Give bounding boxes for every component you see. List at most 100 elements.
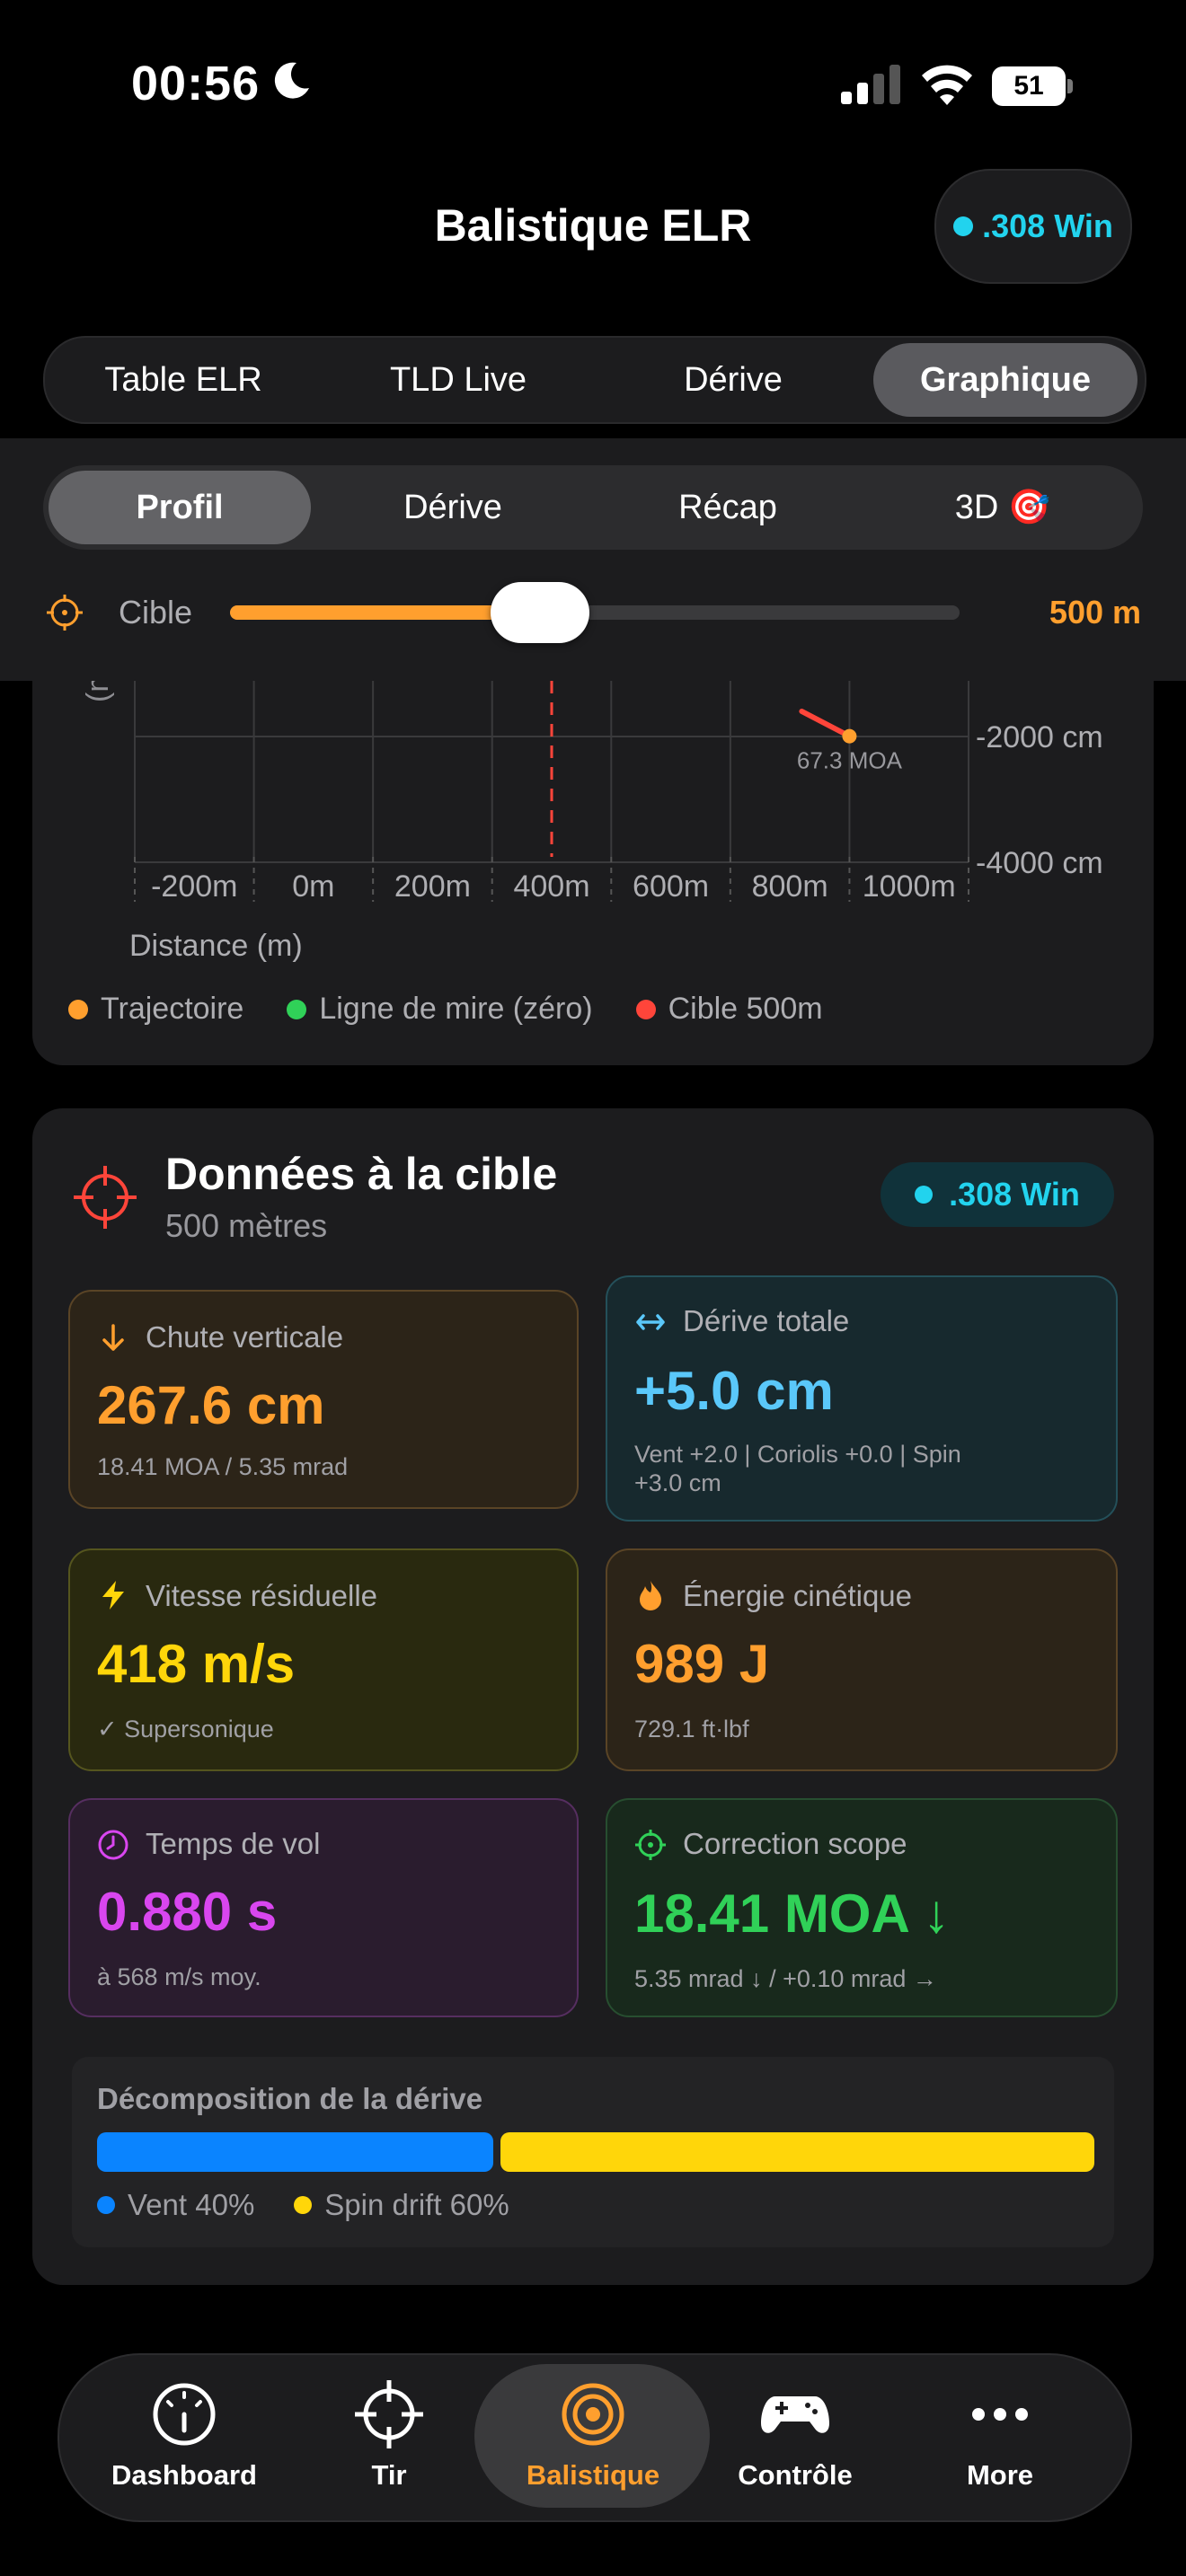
tab-balistique-label: Balistique — [526, 2459, 660, 2491]
moa-annotation: 67.3 MOA — [797, 747, 903, 774]
legend-spin: Spin drift 60% — [294, 2188, 509, 2222]
tab-tir-label: Tir — [371, 2459, 407, 2491]
drift-label: Dérive totale — [683, 1304, 850, 1337]
tab-controle-label: Contrôle — [738, 2459, 853, 2491]
tab-more[interactable]: More — [898, 2353, 1102, 2519]
time-label: Temps de vol — [146, 1827, 321, 1860]
target-icon — [562, 2383, 624, 2446]
trajectory-chart-card — [32, 681, 1154, 1065]
tab-controle[interactable]: Contrôle — [694, 2353, 897, 2519]
x-tick-label: 400m — [513, 869, 589, 904]
drop-value: 267.6 cm — [97, 1375, 325, 1435]
caliber-selector-button[interactable]: .308 Win — [934, 169, 1132, 284]
target-distance-value: 500 m — [1049, 594, 1141, 631]
drift-value: +5.0 cm — [634, 1361, 834, 1421]
crosshair-icon — [47, 595, 83, 631]
main-tab-bar: Table ELR TLD Live Dérive Graphique — [43, 336, 1146, 424]
velocity-sub: ✓ Supersonique — [97, 1716, 274, 1742]
time-sub: à 568 m/s moy. — [97, 1963, 261, 1990]
energy-label: Énergie cinétique — [683, 1579, 913, 1612]
subtab-profil[interactable]: Profil — [49, 471, 311, 544]
y-tick-label: -2000 cm — [976, 720, 1103, 754]
chart-legend: Trajectoire Ligne de mire (zéro) Cible 5… — [68, 992, 823, 1027]
y-axis-label: (m — [81, 681, 115, 702]
subtab-3d[interactable]: 3D 🎯 — [954, 489, 1051, 526]
trajectory-end-point — [842, 728, 857, 744]
target-data-title: Données à la cible — [165, 1149, 558, 1199]
tab-graphique[interactable]: Graphique — [873, 343, 1137, 417]
gamepad-icon — [761, 2396, 829, 2433]
crosshair-icon — [635, 1830, 666, 1860]
lightning-icon — [102, 1581, 124, 1610]
drop-label: Chute verticale — [146, 1320, 344, 1354]
drift-sub-2: +3.0 cm — [634, 1469, 721, 1496]
x-axis-label: Distance (m) — [129, 929, 303, 963]
legend-wind: Vent 40% — [97, 2188, 254, 2222]
crosshair-icon — [355, 2380, 423, 2448]
tile-time-of-flight: Temps de vol 0.880 s à 568 m/s moy. — [68, 1798, 579, 2017]
y-tick-label: -4000 cm — [976, 846, 1103, 880]
wifi-icon — [922, 65, 972, 105]
active-tab-highlight — [474, 2364, 710, 2508]
subtab-recap[interactable]: Récap — [678, 489, 777, 526]
graph-subtab-bar: Profil Dérive Récap 3D 🎯 — [43, 465, 1143, 550]
target-reticle-icon — [74, 1166, 137, 1229]
tile-vertical-drop: Chute verticale 267.6 cm 18.41 MOA / 5.3… — [68, 1290, 579, 1509]
target-data-subtitle: 500 mètres — [165, 1207, 328, 1244]
drop-sub: 18.41 MOA / 5.35 mrad — [97, 1453, 349, 1480]
flame-icon — [640, 1581, 661, 1610]
x-tick-label: 800m — [752, 869, 828, 904]
tab-table-elr[interactable]: Table ELR — [104, 361, 262, 399]
page-title: Balistique ELR — [434, 200, 752, 251]
battery-indicator: 51 — [992, 66, 1075, 106]
tab-derive[interactable]: Dérive — [684, 361, 783, 399]
scope-value: 18.41 MOA ↓ — [634, 1883, 951, 1944]
velocity-value: 418 m/s — [97, 1634, 296, 1694]
slider-fill — [230, 605, 522, 620]
energy-value: 989 J — [634, 1634, 770, 1694]
trajectory-chart: 67.3 MOA -2000 cm -4000 cm -200m 0m 200m 400m 6… — [81, 681, 1103, 963]
scope-label: Correction scope — [683, 1827, 907, 1860]
more-icon — [972, 2408, 1028, 2421]
trajectory-line — [799, 709, 853, 739]
velocity-label: Vitesse résiduelle — [146, 1579, 378, 1612]
x-tick-label: 600m — [633, 869, 709, 904]
x-tick-label: 0m — [292, 869, 334, 904]
x-tick-label: 1000m — [863, 869, 956, 904]
wind-drift-bar — [97, 2132, 493, 2172]
horizontal-arrows-icon — [636, 1314, 665, 1330]
status-time: 00:56 — [131, 57, 261, 110]
spin-drift-bar — [500, 2132, 1094, 2172]
tab-balistique[interactable]: Balistique — [491, 2353, 695, 2519]
scope-sub: 5.35 mrad ↓ / +0.10 mrad → — [634, 1965, 937, 1992]
moon-icon — [274, 62, 309, 99]
subtab-derive[interactable]: Dérive — [403, 489, 502, 526]
tab-tld-live[interactable]: TLD Live — [389, 361, 527, 399]
decomposition-legend: Vent 40% Spin drift 60% — [97, 2188, 509, 2222]
time-value: 0.880 s — [97, 1882, 278, 1942]
tab-dashboard-label: Dashboard — [111, 2459, 257, 2491]
drift-sub: Vent +2.0 | Coriolis +0.0 | Spin — [634, 1441, 961, 1468]
slider-thumb[interactable] — [490, 582, 589, 643]
x-tick-label: 200m — [394, 869, 471, 904]
gauge-icon — [153, 2383, 216, 2446]
cellular-signal-icon — [841, 65, 900, 104]
legend-ligne-de-mire: Ligne de mire (zéro) — [287, 992, 593, 1027]
tile-residual-velocity: Vitesse résiduelle 418 m/s ✓ Supersoniqu… — [68, 1548, 579, 1771]
target-distance-label: Cible — [119, 594, 193, 631]
arrow-down-icon — [102, 1324, 124, 1351]
tab-more-label: More — [966, 2459, 1034, 2491]
legend-trajectoire: Trajectoire — [68, 992, 243, 1027]
tile-scope-correction: Correction scope 18.41 MOA ↓ 5.35 mrad ↓… — [606, 1798, 1118, 2017]
tab-tir[interactable]: Tir — [288, 2353, 491, 2519]
tile-total-drift: Dérive totale +5.0 cm Vent +2.0 | Coriol… — [606, 1275, 1118, 1522]
caliber-dot-icon — [953, 216, 974, 236]
caliber-badge: .308 Win — [881, 1162, 1114, 1227]
x-tick-label: -200m — [151, 869, 237, 904]
tab-dashboard[interactable]: Dashboard — [83, 2353, 286, 2519]
decomposition-title: Décomposition de la dérive — [97, 2082, 483, 2115]
tile-kinetic-energy: Énergie cinétique 989 J 729.1 ft·lbf — [606, 1548, 1118, 1771]
legend-cible: Cible 500m — [635, 992, 823, 1027]
clock-icon — [98, 1830, 128, 1860]
battery-level: 51 — [1013, 71, 1044, 101]
